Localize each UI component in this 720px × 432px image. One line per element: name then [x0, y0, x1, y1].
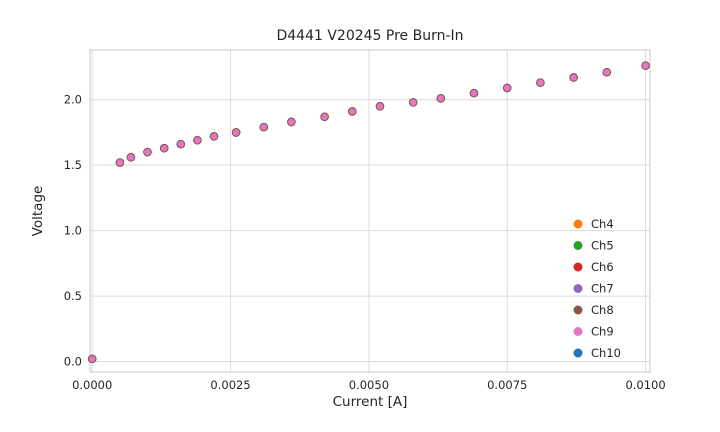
data-point-ch9	[437, 95, 445, 102]
legend-marker-ch4	[573, 219, 583, 229]
legend-label-ch6: Ch6	[591, 260, 614, 274]
x-axis-label: Current [A]	[332, 394, 408, 410]
plot-frame	[89, 49, 651, 373]
legend-label-ch9: Ch9	[591, 325, 614, 339]
data-point-ch9	[260, 123, 268, 131]
legend-label-ch5: Ch5	[591, 239, 614, 253]
legend-marker-ch10	[573, 348, 583, 358]
data-point-ch9	[409, 99, 417, 106]
data-point-ch9	[194, 137, 201, 144]
data-point-ch9	[144, 148, 151, 156]
legend-marker-ch7	[573, 284, 583, 293]
x-tick-label: 0.0100	[625, 378, 665, 392]
y-tick-label: 1.0	[64, 224, 82, 238]
data-point-ch9	[376, 103, 384, 110]
data-point-ch9	[177, 140, 185, 148]
x-tick-label: 0.0025	[210, 378, 250, 392]
data-point-ch9	[503, 84, 511, 92]
legend-marker-ch6	[573, 262, 583, 272]
data-point-ch9	[160, 144, 168, 152]
chart-title: D4441 V20245 Pre Burn-In	[276, 28, 464, 44]
data-point-ch9	[642, 62, 649, 69]
y-tick-label: 2.0	[64, 93, 82, 107]
data-point-ch9	[603, 69, 611, 76]
data-point-ch9	[116, 159, 124, 166]
data-point-ch9	[321, 113, 328, 121]
y-tick-label: 1.5	[64, 158, 82, 172]
legend-label-ch4: Ch4	[591, 217, 614, 231]
data-point-ch9	[88, 355, 96, 363]
x-tick-label: 0.0075	[487, 378, 527, 392]
data-point-ch9	[288, 118, 295, 126]
data-point-ch9	[349, 108, 356, 115]
x-tick-label: 0.0050	[349, 378, 389, 392]
legend-label-ch10: Ch10	[591, 346, 621, 360]
legend-label-ch8: Ch8	[591, 303, 614, 317]
data-point-ch9	[537, 79, 544, 86]
data-point-ch9	[232, 129, 240, 136]
y-axis-label: Voltage	[30, 185, 46, 237]
data-point-ch9	[210, 133, 218, 140]
legend-marker-ch5	[573, 241, 583, 250]
x-tick-label: 0.0000	[72, 378, 112, 392]
data-point-ch9	[127, 154, 135, 161]
legend-label-ch7: Ch7	[591, 282, 614, 296]
data-point-ch9	[570, 74, 577, 81]
legend-marker-ch8	[573, 305, 583, 315]
data-point-ch9	[470, 89, 478, 97]
y-tick-label: 0.5	[64, 289, 82, 303]
legend-marker-ch9	[573, 327, 583, 336]
y-tick-label: 0.0	[64, 355, 82, 369]
